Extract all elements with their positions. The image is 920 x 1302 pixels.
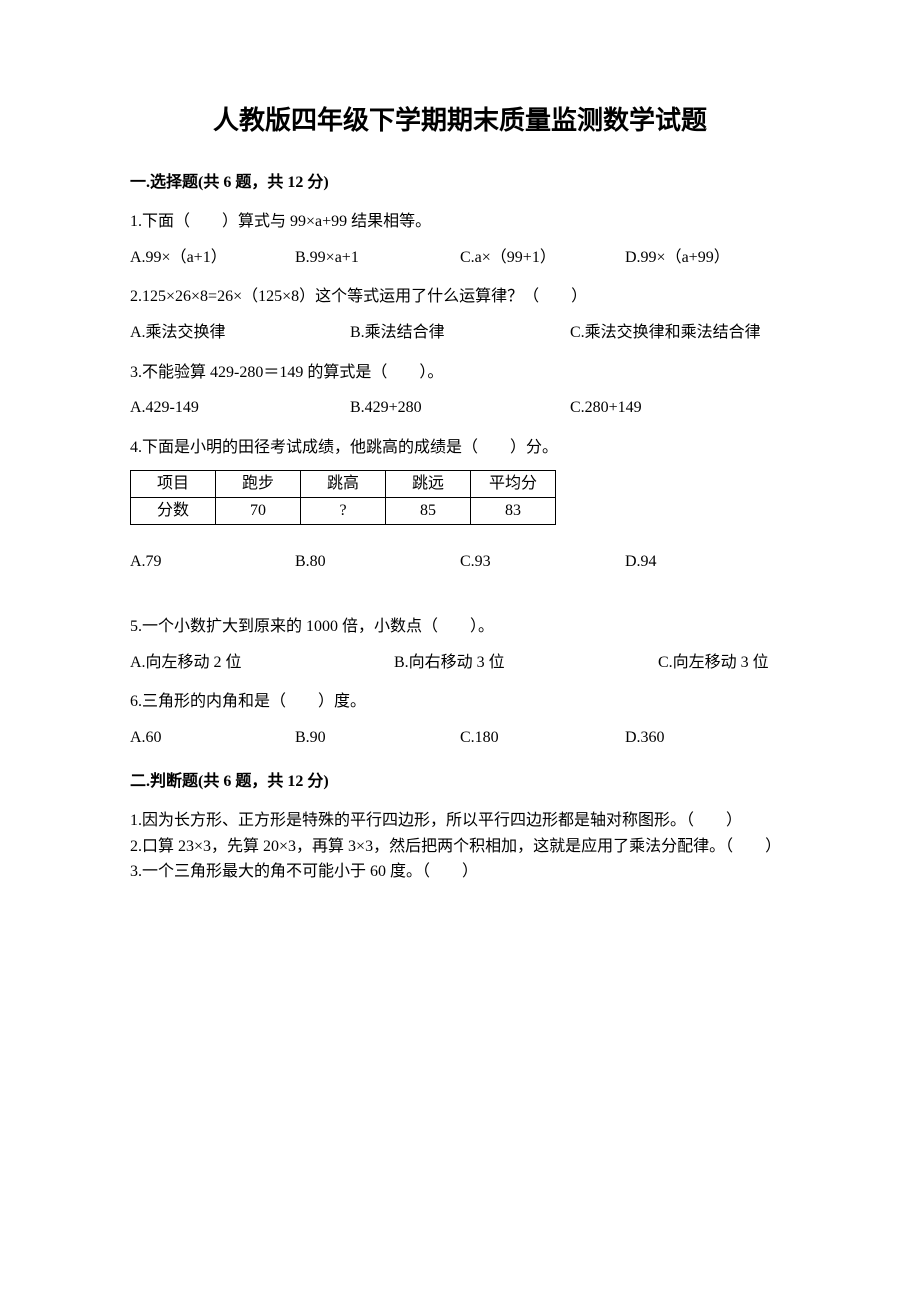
q1-option-d: D.99×（a+99） (625, 245, 790, 271)
table-row: 项目 跑步 跳高 跳远 平均分 (131, 471, 556, 498)
question-1: 1.下面（ ）算式与 99×a+99 结果相等。 A.99×（a+1） B.99… (130, 209, 790, 270)
q2-option-b: B.乘法结合律 (350, 320, 570, 346)
q4-option-b: B.80 (295, 549, 460, 575)
q1-option-c: C.a×（99+1） (460, 245, 625, 271)
section-2-header: 二.判断题(共 6 题，共 12 分) (130, 769, 790, 795)
q4-option-d: D.94 (625, 549, 790, 575)
table-cell: 项目 (131, 471, 216, 498)
q5-option-b: B.向右移动 3 位 (394, 650, 658, 676)
judge-q1: 1.因为长方形、正方形是特殊的平行四边形，所以平行四边形都是轴对称图形。（ ） (130, 808, 790, 834)
q2-option-a: A.乘法交换律 (130, 320, 350, 346)
table-cell: 分数 (131, 497, 216, 524)
judge-q2: 2.口算 23×3，先算 20×3，再算 3×3，然后把两个积相加，这就是应用了… (130, 834, 790, 860)
table-cell: 跳远 (386, 471, 471, 498)
question-4: 4.下面是小明的田径考试成绩，他跳高的成绩是（ ）分。 项目 跑步 跳高 跳远 … (130, 435, 790, 574)
q4-table: 项目 跑步 跳高 跳远 平均分 分数 70 ? 85 83 (130, 470, 556, 524)
q6-option-a: A.60 (130, 725, 295, 751)
table-cell: 83 (471, 497, 556, 524)
question-6: 6.三角形的内角和是（ ）度。 A.60 B.90 C.180 D.360 (130, 689, 790, 750)
table-cell: 70 (216, 497, 301, 524)
q2-option-c: C.乘法交换律和乘法结合律 (570, 320, 790, 346)
q3-option-c: C.280+149 (570, 395, 790, 421)
section-1-header: 一.选择题(共 6 题，共 12 分) (130, 170, 790, 196)
question-5: 5.一个小数扩大到原来的 1000 倍，小数点（ ）。 A.向左移动 2 位 B… (130, 614, 790, 675)
q5-option-a: A.向左移动 2 位 (130, 650, 394, 676)
question-2-text: 2.125×26×8=26×（125×8）这个等式运用了什么运算律？（ ） (130, 284, 790, 310)
table-cell: 跑步 (216, 471, 301, 498)
question-1-text: 1.下面（ ）算式与 99×a+99 结果相等。 (130, 209, 790, 235)
table-row: 分数 70 ? 85 83 (131, 497, 556, 524)
judge-q3: 3.一个三角形最大的角不可能小于 60 度。（ ） (130, 859, 790, 885)
question-4-text: 4.下面是小明的田径考试成绩，他跳高的成绩是（ ）分。 (130, 435, 790, 461)
q1-option-b: B.99×a+1 (295, 245, 460, 271)
q4-option-a: A.79 (130, 549, 295, 575)
question-5-text: 5.一个小数扩大到原来的 1000 倍，小数点（ ）。 (130, 614, 790, 640)
page-title: 人教版四年级下学期期末质量监测数学试题 (130, 100, 790, 142)
question-3-text: 3.不能验算 429-280＝149 的算式是（ ）。 (130, 360, 790, 386)
q4-option-c: C.93 (460, 549, 625, 575)
table-cell: ? (301, 497, 386, 524)
question-6-text: 6.三角形的内角和是（ ）度。 (130, 689, 790, 715)
q3-option-b: B.429+280 (350, 395, 570, 421)
table-cell: 平均分 (471, 471, 556, 498)
q6-option-b: B.90 (295, 725, 460, 751)
table-cell: 跳高 (301, 471, 386, 498)
q1-option-a: A.99×（a+1） (130, 245, 295, 271)
q5-option-c: C.向左移动 3 位 (658, 650, 790, 676)
question-3: 3.不能验算 429-280＝149 的算式是（ ）。 A.429-149 B.… (130, 360, 790, 421)
question-2: 2.125×26×8=26×（125×8）这个等式运用了什么运算律？（ ） A.… (130, 284, 790, 345)
q3-option-a: A.429-149 (130, 395, 350, 421)
q6-option-c: C.180 (460, 725, 625, 751)
q6-option-d: D.360 (625, 725, 790, 751)
table-cell: 85 (386, 497, 471, 524)
